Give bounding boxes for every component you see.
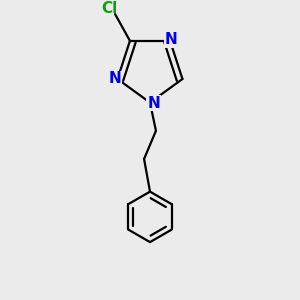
- Text: N: N: [165, 32, 177, 47]
- Text: N: N: [109, 71, 122, 86]
- Text: N: N: [147, 96, 160, 111]
- Text: Cl: Cl: [102, 1, 118, 16]
